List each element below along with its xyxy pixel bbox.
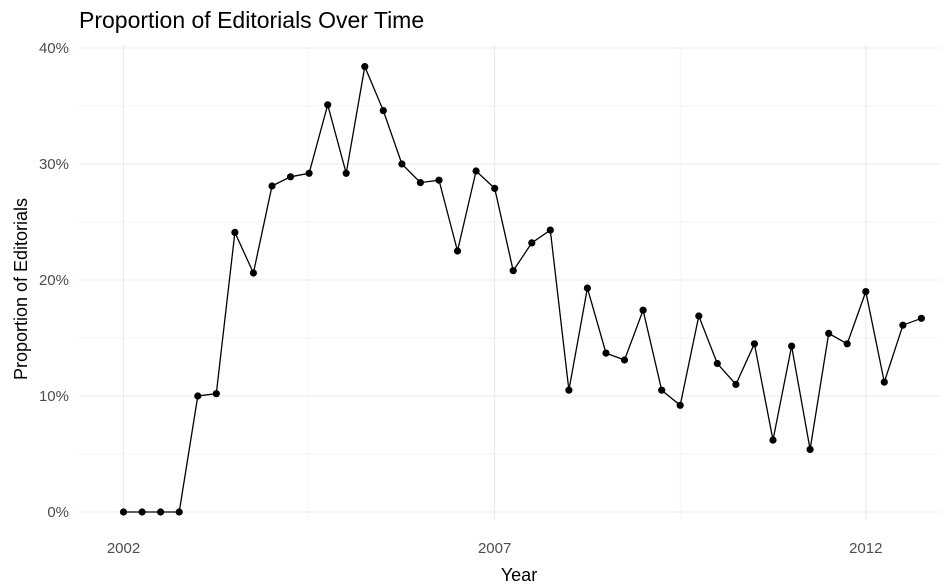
x-axis-title: Year [501, 565, 537, 584]
data-point [398, 160, 406, 168]
data-point [231, 228, 239, 236]
data-point [453, 247, 462, 255]
data-point [639, 306, 647, 314]
data-point [917, 314, 926, 322]
data-point [175, 508, 183, 516]
data-point [268, 182, 276, 190]
data-point [361, 63, 369, 71]
data-point [119, 508, 128, 516]
y-tick-label: 30% [39, 156, 69, 173]
x-tick-label: 2007 [478, 540, 511, 557]
y-tick-label: 10% [39, 388, 69, 405]
data-point [843, 340, 851, 348]
data-point [676, 401, 684, 409]
data-point [324, 101, 332, 109]
y-tick-label: 40% [39, 40, 69, 57]
data-point [788, 342, 796, 350]
y-axis-title: Proportion of Editorials [11, 198, 31, 380]
data-point [880, 378, 888, 386]
data-point [435, 176, 443, 184]
data-point [806, 445, 814, 453]
data-point [212, 390, 220, 398]
data-point [695, 312, 703, 320]
data-point [750, 340, 759, 348]
data-point [138, 508, 146, 516]
series-line [123, 64, 922, 513]
data-point [305, 169, 313, 177]
data-point [379, 107, 387, 115]
y-tick-label: 20% [39, 272, 69, 289]
data-point [286, 173, 295, 181]
data-point [732, 380, 740, 388]
data-series [119, 63, 926, 516]
data-point [491, 184, 499, 192]
data-point [899, 321, 907, 329]
data-point [658, 386, 666, 394]
data-point [620, 356, 629, 364]
data-point [509, 267, 517, 275]
data-point [157, 508, 165, 516]
x-tick-label: 2002 [107, 540, 140, 557]
data-point [472, 167, 480, 175]
data-point [416, 179, 424, 187]
data-point [825, 329, 833, 337]
data-point [769, 436, 777, 444]
y-tick-label: 0% [47, 504, 69, 521]
gridlines [79, 45, 940, 520]
data-point [528, 239, 536, 247]
data-point [713, 359, 721, 368]
data-point [862, 288, 870, 296]
data-point [565, 386, 573, 394]
data-point [583, 284, 592, 292]
data-point [546, 226, 554, 234]
x-tick-label: 2012 [849, 540, 882, 557]
data-point [194, 392, 202, 400]
chart-title: Proportion of Editorials Over Time [79, 7, 424, 33]
data-point [249, 269, 257, 277]
data-point [342, 169, 350, 177]
data-point [602, 349, 610, 357]
axis-ticks: 2002 2007 2012 0% 10% 20% 30% 40% [39, 40, 882, 557]
